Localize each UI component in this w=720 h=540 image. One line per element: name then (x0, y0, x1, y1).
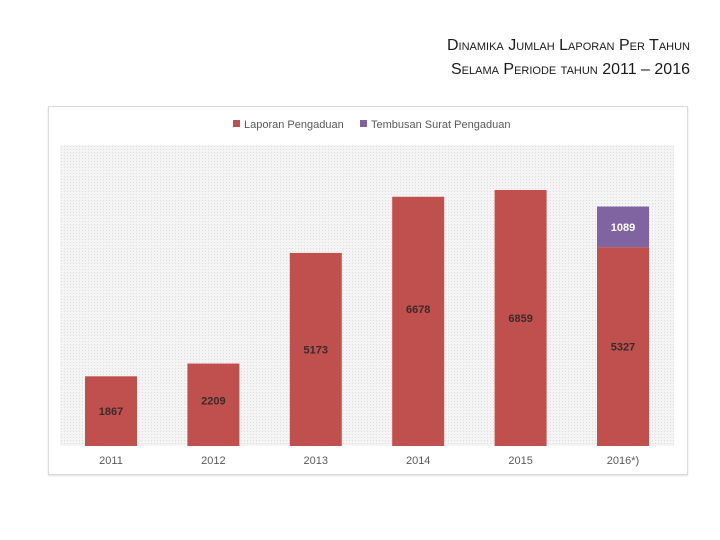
legend-label-laporan: Laporan Pengaduan (244, 119, 344, 131)
bar-laporan-2016 (597, 247, 649, 446)
value-label-laporan-2011: 1867 (99, 406, 123, 418)
x-ticks-group: 2011 2012 2013 2014 2015 2016*) (99, 455, 639, 467)
value-label-laporan-2016: 5327 (611, 342, 635, 354)
x-tick-label-2012: 2012 (201, 455, 225, 467)
legend: Laporan Pengaduan Tembusan Surat Pengadu… (233, 119, 510, 131)
x-tick-label-2015: 2015 (508, 455, 532, 467)
bars-group (85, 189, 649, 447)
title-line-1: Dinamika Jumlah Laporan Per Tahun (446, 37, 690, 54)
value-label-laporan-2013: 5173 (304, 344, 328, 356)
bar-laporan-2014 (392, 196, 445, 446)
x-tick-label-2016: 2016*) (607, 455, 639, 467)
value-label-laporan-2015: 6859 (508, 313, 532, 325)
value-labels-group: 1867 2209 5173 6678 6859 5327 1089 (99, 222, 635, 418)
bar-laporan-2012 (187, 363, 240, 446)
legend-label-tembusan: Tembusan Surat Pengaduan (371, 119, 510, 131)
value-label-tembusan-2016: 1089 (611, 222, 635, 234)
x-tick-label-2014: 2014 (406, 455, 430, 467)
legend-swatch-tembusan (360, 120, 367, 127)
bar-chart: Laporan Pengaduan Tembusan Surat Pengadu… (60, 119, 674, 467)
value-label-laporan-2012: 2209 (201, 396, 225, 408)
chart-title: Dinamika Jumlah Laporan Per Tahun Selama… (447, 34, 690, 82)
bar-laporan-2013 (289, 252, 342, 446)
chart-frame: Laporan Pengaduan Tembusan Surat Pengadu… (48, 106, 688, 475)
x-tick-label-2011: 2011 (99, 455, 123, 467)
legend-swatch-laporan (233, 120, 240, 127)
x-tick-label-2013: 2013 (304, 455, 328, 467)
bar-laporan-2011 (85, 376, 137, 446)
bar-laporan-2015 (494, 189, 547, 447)
value-label-laporan-2014: 6678 (406, 304, 430, 316)
title-line-2: Selama Periode tahun 2011 – 2016 (450, 61, 690, 78)
bar-tembusan-2016 (597, 206, 649, 248)
plot-area (60, 145, 674, 446)
